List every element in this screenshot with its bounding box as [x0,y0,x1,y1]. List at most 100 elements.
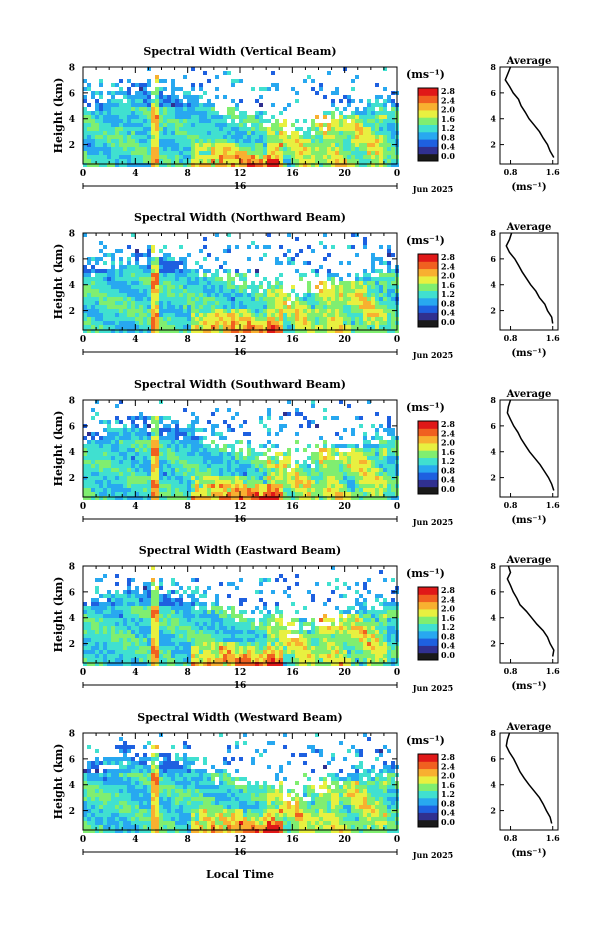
heatmap-cell [235,155,239,159]
heatmap-cell [295,484,299,488]
heatmap-cell [155,75,159,79]
avg-x-tick-label: 0.8 [504,167,518,177]
heatmap-cell [259,452,263,456]
heatmap-cell [243,313,247,317]
heatmap-cell [351,111,355,115]
heatmap-cell [95,91,99,95]
heatmap-cell [327,325,331,329]
heatmap-cell [287,329,291,333]
heatmap-cell [163,594,167,598]
heatmap-cell [207,321,211,325]
heatmap-cell [115,602,119,606]
heatmap-cell [359,484,363,488]
heatmap-cell [211,484,215,488]
heatmap-cell [343,281,347,285]
heatmap-cell [115,163,119,167]
heatmap-cell [171,87,175,91]
heatmap-cell [91,329,95,333]
heatmap-cell [199,265,203,269]
heatmap-cell [367,143,371,147]
heatmap-cell [83,452,87,456]
heatmap-cell [255,151,259,155]
heatmap-cell [95,147,99,151]
heatmap-cell [275,289,279,293]
heatmap-cell [159,87,163,91]
heatmap-cell [387,456,391,460]
heatmap-cell [351,79,355,83]
heatmap-cell [171,626,175,630]
heatmap-cell [227,408,231,412]
heatmap-cell [107,448,111,452]
heatmap-cell [355,163,359,167]
heatmap-cell [287,147,291,151]
heatmap-cell [175,650,179,654]
heatmap-cell [103,115,107,119]
heatmap-cell [255,496,259,500]
heatmap-cell [223,638,227,642]
heatmap-cell [179,594,183,598]
heatmap-cell [115,456,119,460]
heatmap-cell [275,119,279,123]
avg-x-tick-label: 1.6 [546,333,560,343]
heatmap-cell [335,329,339,333]
heatmap-cell [123,273,127,277]
heatmap-cell [183,634,187,638]
heatmap-cell [383,468,387,472]
heatmap-cell [203,123,207,127]
heatmap-cell [223,249,227,253]
avg-y-tick-label: 4 [490,280,496,290]
heatmap-cell [335,492,339,496]
heatmap-cell [387,147,391,151]
heatmap-cell [87,127,91,131]
heatmap-cell [127,305,131,309]
heatmap-cell [187,301,191,305]
heatmap-cell [107,420,111,424]
heatmap-cell [143,91,147,95]
heatmap-cell [327,321,331,325]
heatmap-cell [103,496,107,500]
heatmap-cell [135,492,139,496]
heatmap-cell [315,91,319,95]
heatmap-cell [351,135,355,139]
heatmap-cell [271,135,275,139]
heatmap-cell [111,658,115,662]
heatmap-cell [123,428,127,432]
heatmap-cell [179,159,183,163]
heatmap-cell [139,646,143,650]
heatmap-cell [111,305,115,309]
heatmap-cell [143,626,147,630]
heatmap-cell [319,87,323,91]
heatmap-cell [387,444,391,448]
heatmap-cell [107,99,111,103]
heatmap-cell [115,606,119,610]
heatmap-cell [187,480,191,484]
heatmap-cell [187,163,191,167]
heatmap-cell [147,606,151,610]
heatmap-cell [107,432,111,436]
heatmap-cell [147,650,151,654]
heatmap-cell [243,277,247,281]
heatmap-cell [363,321,367,325]
heatmap-cell [227,594,231,598]
heatmap-cell [231,428,235,432]
heatmap-cell [99,79,103,83]
heatmap-cell [83,484,87,488]
heatmap-cell [143,484,147,488]
heatmap-cell [267,155,271,159]
heatmap-cell [219,325,223,329]
heatmap-cell [315,464,319,468]
heatmap-cell [271,492,275,496]
heatmap-cell [207,460,211,464]
heatmap-cell [131,301,135,305]
heatmap-cell [231,630,235,634]
heatmap-cell [111,626,115,630]
heatmap-cell [343,293,347,297]
heatmap-cell [195,460,199,464]
heatmap-cell [219,638,223,642]
heatmap-cell [271,103,275,107]
heatmap-cell [371,285,375,289]
heatmap-cell [291,135,295,139]
heatmap-cell [383,460,387,464]
heatmap-cell [267,480,271,484]
heatmap-cell [379,476,383,480]
